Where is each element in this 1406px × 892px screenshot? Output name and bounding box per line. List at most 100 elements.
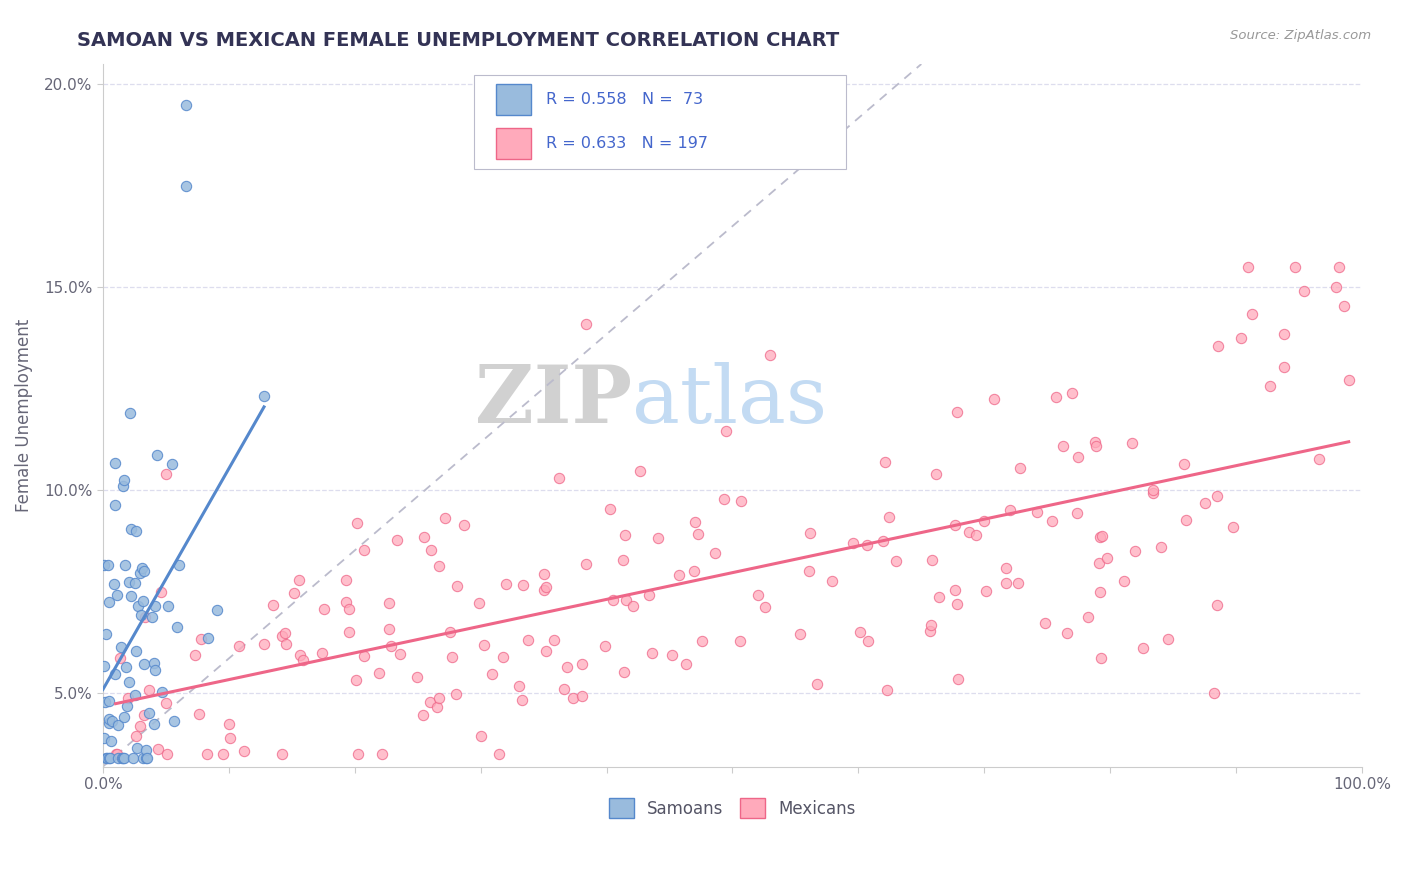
Point — [675, 657, 697, 672]
Point — [93, 695, 115, 709]
Point — [1337, 373, 1360, 387]
Point — [93, 558, 115, 572]
Point — [492, 649, 515, 664]
Point — [1095, 550, 1118, 565]
Point — [429, 559, 451, 574]
Point — [115, 660, 138, 674]
Point — [1324, 279, 1347, 293]
Point — [283, 586, 305, 600]
Point — [1142, 483, 1164, 497]
Point — [96, 751, 118, 765]
Text: R = 0.558   N =  73: R = 0.558 N = 73 — [546, 92, 703, 107]
Point — [614, 593, 637, 607]
Point — [218, 717, 240, 731]
Point — [156, 599, 179, 613]
Point — [758, 348, 780, 362]
Point — [111, 751, 134, 765]
Point — [128, 566, 150, 580]
Point — [1241, 307, 1264, 321]
Point — [508, 680, 530, 694]
Point — [160, 457, 183, 471]
Point — [150, 584, 173, 599]
Point — [98, 712, 121, 726]
Point — [104, 747, 127, 762]
Point — [98, 751, 121, 765]
Point — [453, 517, 475, 532]
Point — [468, 596, 491, 610]
Point — [108, 650, 131, 665]
Point — [1000, 502, 1022, 516]
Point — [1066, 506, 1088, 520]
Point — [262, 598, 284, 612]
Point — [806, 677, 828, 691]
Point — [730, 493, 752, 508]
Point — [378, 596, 401, 610]
Point — [353, 648, 375, 663]
Point — [427, 690, 450, 705]
Point — [510, 693, 533, 707]
Point — [1327, 260, 1350, 274]
Point — [683, 564, 706, 578]
Point — [849, 625, 872, 640]
Text: SAMOAN VS MEXICAN FEMALE UNEMPLOYMENT CORRELATION CHART: SAMOAN VS MEXICAN FEMALE UNEMPLOYMENT CO… — [77, 31, 839, 50]
Point — [855, 538, 877, 552]
Point — [127, 599, 149, 614]
Legend: Samoans, Mexicans: Samoans, Mexicans — [602, 791, 863, 825]
Point — [754, 600, 776, 615]
Point — [136, 751, 159, 765]
Point — [994, 561, 1017, 575]
Point — [337, 624, 360, 639]
Bar — [496, 84, 531, 115]
Point — [107, 717, 129, 731]
Point — [97, 694, 120, 708]
Point — [311, 646, 333, 660]
Point — [1112, 574, 1135, 588]
Point — [212, 747, 235, 762]
Point — [641, 646, 664, 660]
Point — [142, 716, 165, 731]
Point — [1308, 451, 1330, 466]
Point — [593, 639, 616, 653]
Point — [97, 715, 120, 730]
Point — [1258, 378, 1281, 392]
Point — [1132, 641, 1154, 656]
Point — [134, 609, 156, 624]
Point — [1033, 615, 1056, 630]
Point — [103, 576, 125, 591]
Point — [661, 648, 683, 662]
Point — [434, 511, 457, 525]
Point — [470, 729, 492, 743]
Point — [965, 528, 987, 542]
Point — [920, 618, 942, 632]
Point — [274, 637, 297, 651]
Point — [111, 478, 134, 492]
Point — [273, 625, 295, 640]
Point — [602, 592, 624, 607]
Point — [921, 553, 943, 567]
Point — [1008, 461, 1031, 475]
Point — [104, 498, 127, 512]
Point — [114, 751, 136, 765]
Point — [575, 317, 598, 331]
Point — [419, 695, 441, 709]
Point — [288, 648, 311, 663]
Point — [156, 747, 179, 762]
Point — [1052, 439, 1074, 453]
Point — [93, 731, 115, 745]
Point — [686, 527, 709, 541]
Point — [799, 526, 821, 541]
Point — [1236, 260, 1258, 274]
Point — [957, 524, 980, 539]
Point — [512, 578, 534, 592]
Point — [571, 689, 593, 703]
Point — [1205, 489, 1227, 503]
Point — [93, 659, 115, 673]
Point — [1045, 390, 1067, 404]
Point — [683, 515, 706, 529]
Point — [131, 751, 153, 765]
Point — [444, 687, 467, 701]
Point — [129, 719, 152, 733]
Point — [112, 710, 135, 724]
Point — [115, 698, 138, 713]
Point — [441, 650, 464, 665]
